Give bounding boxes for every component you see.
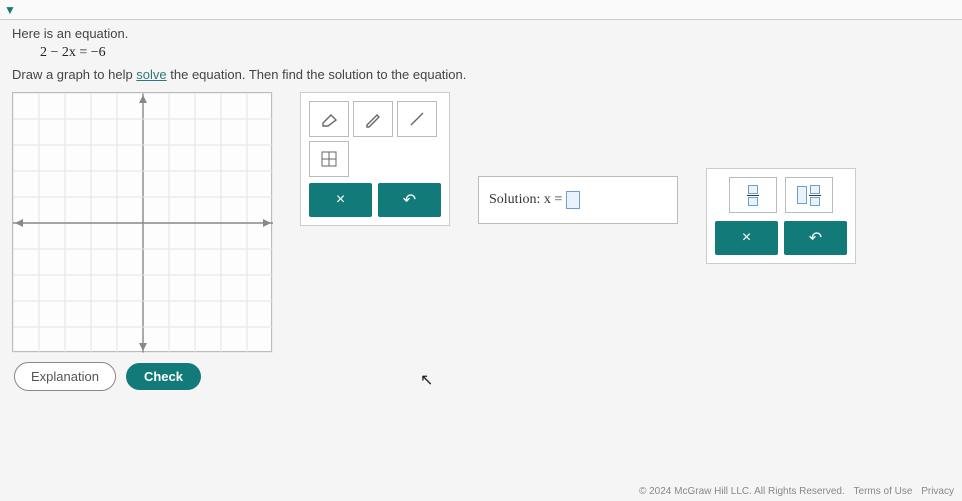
solution-box: Solution: x = [478, 176, 678, 224]
pencil-tool[interactable] [353, 101, 393, 137]
fraction-icon [747, 185, 759, 206]
drawing-tool-panel: × ↶ [300, 92, 450, 226]
privacy-link[interactable]: Privacy [921, 486, 954, 497]
instruction-pre: Draw a graph to help [12, 67, 136, 82]
eraser-icon [319, 111, 339, 127]
check-button[interactable]: Check [126, 363, 201, 390]
solution-input[interactable] [566, 191, 580, 209]
line-tool[interactable] [397, 101, 437, 137]
line-icon [407, 109, 427, 129]
solution-label: Solution: x = [489, 192, 562, 208]
copyright-text: © 2024 McGraw Hill LLC. All Rights Reser… [639, 486, 845, 497]
reset-button[interactable]: ↶ [378, 183, 441, 217]
terms-link[interactable]: Terms of Use [854, 486, 913, 497]
instruction-post: the equation. Then find the solution to … [167, 67, 467, 82]
equation-text: 2 − 2x = −6 [40, 45, 950, 61]
fraction-tool-panel: × ↶ [706, 168, 856, 264]
grid-zoom-icon [320, 150, 338, 168]
mixed-number-button[interactable] [785, 177, 833, 213]
mixed-number-icon [797, 185, 821, 206]
fraction-button[interactable] [729, 177, 777, 213]
graph-svg [13, 93, 273, 353]
grid-zoom-tool[interactable] [309, 141, 349, 177]
frac-clear-button[interactable]: × [715, 221, 778, 255]
explanation-button[interactable]: Explanation [14, 362, 116, 391]
eraser-tool[interactable] [309, 101, 349, 137]
content-area: Here is an equation. 2 − 2x = −6 Draw a … [0, 20, 962, 352]
clear-button[interactable]: × [309, 183, 372, 217]
solve-link[interactable]: solve [136, 67, 166, 82]
footer: © 2024 McGraw Hill LLC. All Rights Reser… [633, 486, 954, 497]
work-row: × ↶ Solution: x = [12, 92, 950, 352]
collapse-chevron-icon[interactable]: ▼ [4, 3, 16, 17]
top-bar: ▼ [0, 0, 962, 20]
pencil-icon [364, 110, 382, 128]
instruction-text: Draw a graph to help solve the equation.… [12, 67, 950, 82]
intro-text: Here is an equation. [12, 26, 950, 41]
frac-reset-button[interactable]: ↶ [784, 221, 847, 255]
bottom-bar: Explanation Check [0, 352, 962, 401]
coordinate-graph[interactable] [12, 92, 272, 352]
